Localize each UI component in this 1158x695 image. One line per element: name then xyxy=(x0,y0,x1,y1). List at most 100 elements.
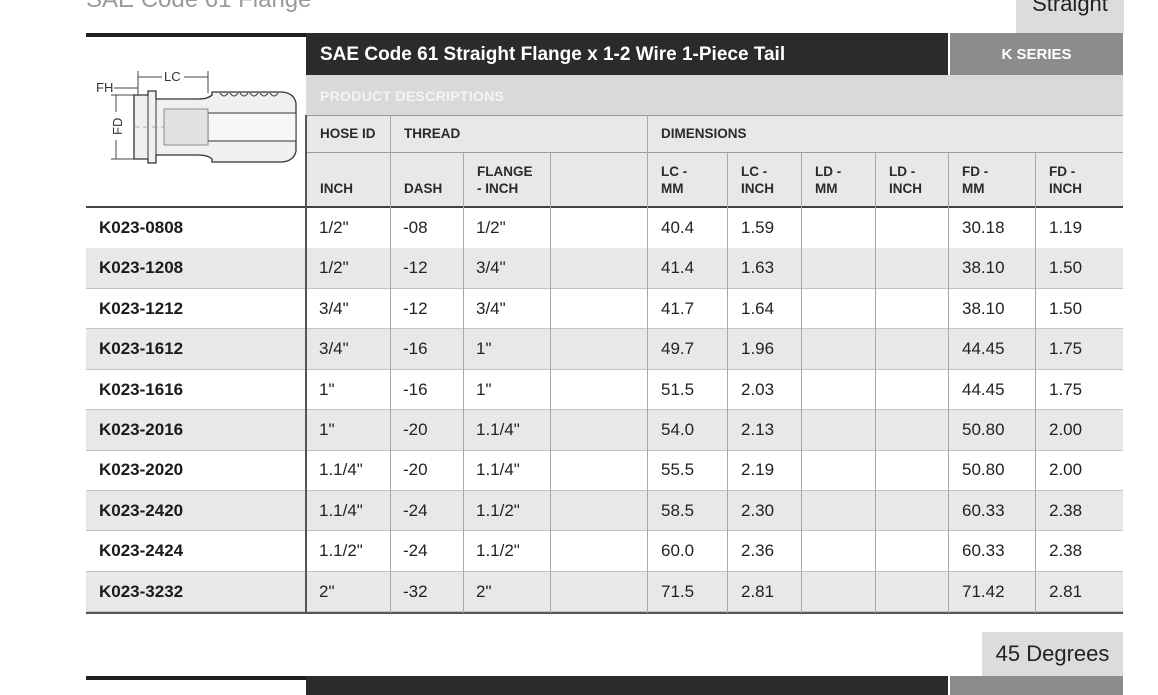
cell-lc-in: 2.19 xyxy=(741,460,775,480)
cell-part: K023-1612 xyxy=(99,339,184,359)
cell-part: K023-1208 xyxy=(99,258,184,278)
cell-flange: 1" xyxy=(476,379,492,399)
table-row: K023-2420 1.1/4" -24 1.1/2" 58.5 2.30 60.33 2.3… xyxy=(86,490,1123,532)
cell-flange: 1/2" xyxy=(476,218,506,237)
header-lc-inch-line1: LC - xyxy=(741,164,768,179)
cell-fd-mm: 30.18 xyxy=(962,218,1005,237)
cell-inch: 1/2" xyxy=(319,258,349,278)
divider-flange-spacer xyxy=(550,153,551,613)
header-flange-line2: - INCH xyxy=(477,181,519,196)
header-fd-inch-line1: FD - xyxy=(1049,164,1076,179)
cell-inch: 1.1/2" xyxy=(319,541,363,561)
section-title: SAE Code 61 Straight Flange x 1-2 Wire 1… xyxy=(306,33,948,75)
header-ld-inch-line1: LD - xyxy=(889,164,916,179)
header-ld-mm-line1: LD - xyxy=(815,164,842,179)
cell-dash: -20 xyxy=(403,460,428,480)
header-fd-inch-line2: INCH xyxy=(1049,181,1082,196)
diagram-label-lc: LC xyxy=(164,69,181,84)
cell-dash: -12 xyxy=(403,258,428,278)
cell-lc-mm: 60.0 xyxy=(661,541,695,561)
cell-lc-in: 2.36 xyxy=(741,541,775,561)
cell-inch: 1" xyxy=(319,379,335,399)
cell-inch: 3/4" xyxy=(319,339,349,359)
cell-lc-mm: 40.4 xyxy=(661,218,695,237)
cell-dash: -20 xyxy=(403,420,428,439)
table-row: K023-1212 3/4" -12 3/4" 41.7 1.64 38.10 1.50 xyxy=(86,289,1123,330)
table-row: K023-0808 1/2" -08 1/2" 40.4 1.59 30.18 1.19 xyxy=(86,208,1123,249)
cell-flange: 1.1/2" xyxy=(476,500,520,520)
divider-fdmm-fdin xyxy=(1035,153,1036,613)
table-bottom-rule xyxy=(86,612,1123,614)
cell-dash: -08 xyxy=(403,218,428,237)
header-inch: INCH xyxy=(320,181,353,196)
cell-fd-in: 1.75 xyxy=(1049,339,1083,359)
cell-dash: -16 xyxy=(403,339,428,359)
cell-lc-in: 1.64 xyxy=(741,298,775,318)
cell-lc-mm: 51.5 xyxy=(661,379,695,399)
header-fd-mm-line1: FD - xyxy=(962,164,989,179)
divider-lcmm-lcin xyxy=(727,153,728,613)
previous-section-title: SAE Code 61 Flange xyxy=(86,0,311,14)
cell-fd-mm: 38.10 xyxy=(962,298,1005,318)
next-section-tab[interactable]: 45 Degrees xyxy=(982,632,1123,676)
cell-flange: 1.1/2" xyxy=(476,541,520,561)
cell-fd-in: 1.50 xyxy=(1049,258,1083,278)
cell-fd-in: 1.19 xyxy=(1049,218,1083,237)
divider-ldmm-ldin xyxy=(875,153,876,613)
cell-inch: 1.1/4" xyxy=(319,460,363,480)
previous-section-tab[interactable]: Straight xyxy=(1016,0,1124,33)
cell-lc-in: 2.30 xyxy=(741,500,775,520)
cell-fd-mm: 60.33 xyxy=(962,500,1005,520)
table-row: K023-1616 1" -16 1" 51.5 2.03 44.45 1.75 xyxy=(86,370,1123,411)
table-row: K023-3232 2" -32 2" 71.5 2.81 71.42 2.81 xyxy=(86,571,1123,613)
header-fd-mm-line2: MM xyxy=(962,181,985,196)
diagram-label-fh: FH xyxy=(96,80,113,95)
cell-inch: 3/4" xyxy=(319,298,349,318)
fitting-diagram: FH LC FD xyxy=(96,69,297,164)
diagram-label-fd: FD xyxy=(110,118,125,135)
table-row: K023-2020 1.1/4" -20 1.1/4" 55.5 2.19 50.80 2.0… xyxy=(86,450,1123,491)
header-lc-inch-line2: INCH xyxy=(741,181,774,196)
cell-part: K023-0808 xyxy=(99,218,184,237)
cell-inch: 1" xyxy=(319,420,335,439)
header-hose-id: HOSE ID xyxy=(320,126,376,141)
cell-lc-mm: 54.0 xyxy=(661,420,695,439)
cell-dash: -24 xyxy=(403,500,428,520)
cell-dash: -32 xyxy=(403,581,428,601)
header-bottom-rule xyxy=(86,206,1123,208)
header-lc-mm-line2: MM xyxy=(661,181,684,196)
cell-fd-in: 2.00 xyxy=(1049,420,1083,439)
cell-dash: -12 xyxy=(403,298,428,318)
cell-fd-mm: 44.45 xyxy=(962,379,1005,399)
cell-part: K023-1616 xyxy=(99,379,184,399)
cell-lc-in: 1.96 xyxy=(741,339,775,359)
cell-inch: 1.1/4" xyxy=(319,500,363,520)
cell-flange: 3/4" xyxy=(476,258,506,278)
cell-flange: 1.1/4" xyxy=(476,420,520,439)
divider-thread-dimensions xyxy=(647,115,648,613)
next-section-series-bar xyxy=(950,676,1123,695)
cell-lc-mm: 41.4 xyxy=(661,258,695,278)
cell-fd-in: 1.75 xyxy=(1049,379,1083,399)
header-group-row: HOSE ID THREAD DIMENSIONS xyxy=(306,115,1123,153)
next-section-rule xyxy=(86,676,306,680)
cell-part: K023-2424 xyxy=(99,541,184,561)
cell-fd-in: 2.00 xyxy=(1049,460,1083,480)
cell-lc-mm: 41.7 xyxy=(661,298,695,318)
cell-fd-in: 1.50 xyxy=(1049,298,1083,318)
cell-flange: 1" xyxy=(476,339,492,359)
header-ld-inch-line2: INCH xyxy=(889,181,922,196)
cell-lc-in: 2.81 xyxy=(741,581,775,601)
product-descriptions-bar: PRODUCT DESCRIPTIONS xyxy=(306,75,1123,115)
cell-part: K023-2020 xyxy=(99,460,184,480)
header-ld-mm-line2: MM xyxy=(815,181,838,196)
cell-fd-in: 2.38 xyxy=(1049,541,1083,561)
divider-hose-thread xyxy=(390,115,391,613)
header-lc-mm-line1: LC - xyxy=(661,164,688,179)
series-badge: K SERIES xyxy=(950,33,1123,75)
cell-lc-in: 1.63 xyxy=(741,258,775,278)
cell-inch: 1/2" xyxy=(319,218,349,237)
top-rule xyxy=(86,33,306,37)
header-dash: DASH xyxy=(404,181,443,196)
cell-inch: 2" xyxy=(319,581,335,601)
